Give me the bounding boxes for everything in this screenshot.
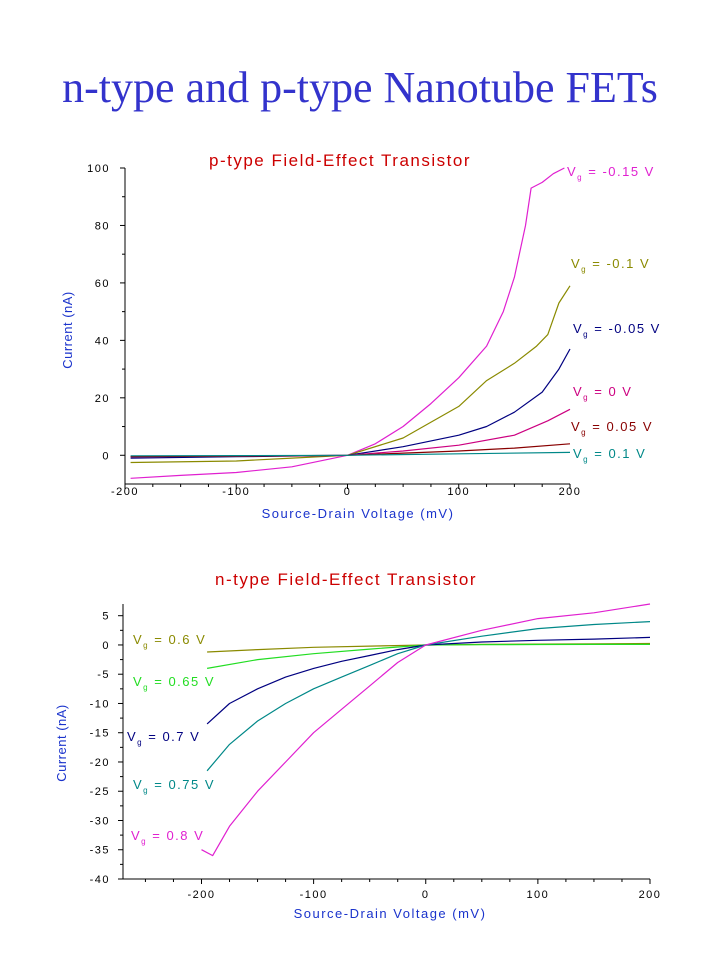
n-chart: n-type Field-Effect Transistor 5 0 -5 -10 -15… <box>54 570 662 921</box>
n-chart-series-line <box>206 636 651 725</box>
p-chart-x-tick-label: 200 <box>559 486 582 498</box>
p-chart: p-type Field-Effect Transistor 0 20 40 60 80 1… <box>60 151 661 521</box>
n-chart-x-tick-label: 100 <box>526 889 549 901</box>
n-chart-series-line <box>206 643 650 669</box>
p-chart-series-line <box>130 451 571 457</box>
p-chart-x-tick-label: 100 <box>447 486 470 498</box>
p-chart-series-line <box>130 408 571 458</box>
n-chart-y-tick-label: -5 <box>97 669 110 681</box>
n-chart-x-label: Source-Drain Voltage (mV) <box>294 906 487 921</box>
n-chart-y-label: Current (nA) <box>54 704 69 782</box>
p-chart-y-tick-label: 60 <box>95 278 110 290</box>
n-chart-series-label: Vg = 0.65 V <box>133 674 215 692</box>
n-chart-y-tick-label: -15 <box>90 728 110 740</box>
slide-title: n-type and p-type Nanotube FETs <box>62 63 658 112</box>
p-chart-series-line <box>130 285 571 464</box>
p-chart-title: p-type Field-Effect Transistor <box>209 151 471 170</box>
p-chart-series-line <box>130 348 571 459</box>
p-chart-series-label: Vg = 0.05 V <box>571 419 653 437</box>
n-chart-y-tick-label: -20 <box>90 757 110 769</box>
n-chart-title: n-type Field-Effect Transistor <box>215 570 477 589</box>
p-chart-series-label: Vg = -0.15 V <box>567 164 655 182</box>
n-chart-y-tick-label: -10 <box>90 698 110 710</box>
n-chart-x-tick-label: 0 <box>422 889 430 901</box>
p-chart-x-tick-label: 0 <box>344 486 352 498</box>
p-chart-x-tick-label: -100 <box>222 486 250 498</box>
p-chart-series-line <box>130 167 565 479</box>
p-chart-x-tick-label: -200 <box>111 486 139 498</box>
n-chart-series-label: Vg = 0.6 V <box>133 632 206 650</box>
n-chart-y-tick-label: 5 <box>102 611 110 623</box>
p-chart-y-tick-label: 20 <box>95 393 110 405</box>
n-chart-x-tick-label: 200 <box>639 889 662 901</box>
p-chart-y-tick-label: 0 <box>102 450 110 462</box>
n-chart-series-label: Vg = 0.8 V <box>131 828 204 846</box>
p-chart-x-label: Source-Drain Voltage (mV) <box>262 506 455 521</box>
n-chart-series-label: Vg = 0.75 V <box>133 777 215 795</box>
n-chart-y-tick-label: -25 <box>90 786 110 798</box>
p-chart-y-tick-label: 100 <box>87 163 110 175</box>
n-chart-x-tick-label: -100 <box>300 889 328 901</box>
p-chart-series-label: Vg = -0.05 V <box>573 321 661 339</box>
n-chart-series-line <box>201 603 651 857</box>
p-chart-y-label: Current (nA) <box>60 291 75 369</box>
p-chart-series-label: Vg = 0 V <box>573 384 632 402</box>
p-chart-y-tick-label: 40 <box>95 335 110 347</box>
n-chart-y-tick-label: -40 <box>90 874 110 886</box>
n-chart-series-line <box>206 621 651 772</box>
n-chart-y-tick-label: -35 <box>90 845 110 857</box>
n-chart-y-tick-label: 0 <box>102 640 110 652</box>
n-chart-series-label: Vg = 0.7 V <box>127 729 200 747</box>
p-chart-series-label: Vg = -0.1 V <box>571 256 650 274</box>
n-chart-y-tick-label: -30 <box>90 815 110 827</box>
p-chart-y-tick-label: 80 <box>95 220 110 232</box>
p-chart-series-label: Vg = 0.1 V <box>573 446 646 464</box>
n-chart-x-tick-label: -200 <box>187 889 215 901</box>
